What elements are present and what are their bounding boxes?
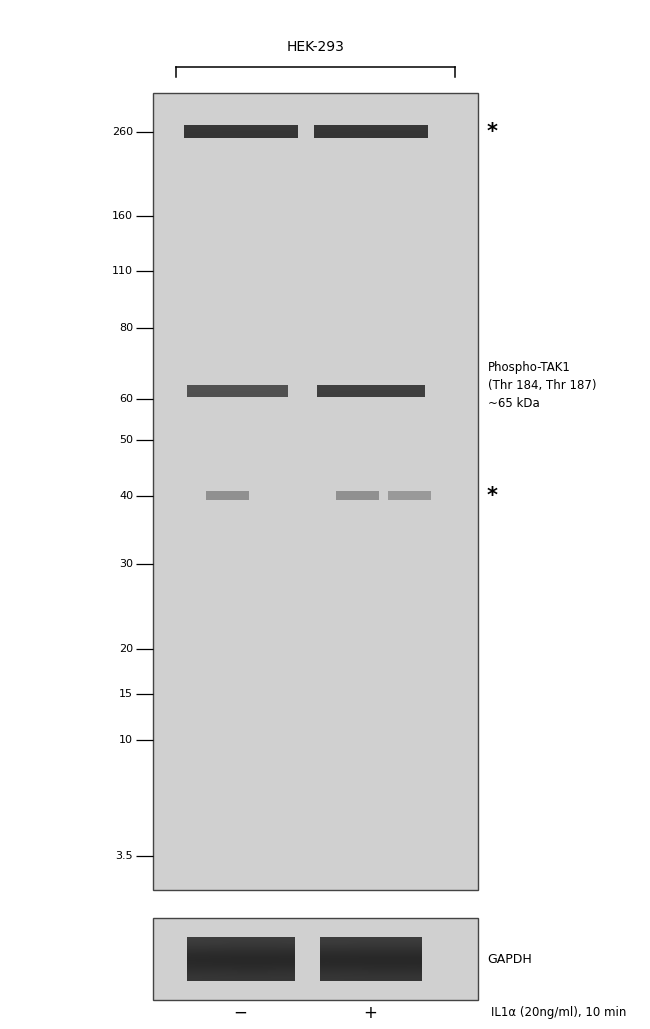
Text: 60: 60	[119, 394, 133, 404]
Bar	[153, 93, 478, 890]
Text: 10: 10	[119, 735, 133, 745]
Text: 260: 260	[112, 127, 133, 137]
Bar	[153, 918, 478, 1000]
Text: 20: 20	[119, 644, 133, 654]
Text: 80: 80	[119, 323, 133, 333]
Text: +: +	[363, 1003, 378, 1022]
Text: HEK-293: HEK-293	[286, 39, 344, 54]
Text: 160: 160	[112, 211, 133, 221]
Text: 40: 40	[119, 491, 133, 501]
Text: −: −	[233, 1003, 248, 1022]
Text: 15: 15	[119, 688, 133, 699]
Text: 30: 30	[119, 559, 133, 569]
Text: 50: 50	[119, 435, 133, 446]
Text: GAPDH: GAPDH	[488, 953, 532, 965]
Text: *: *	[486, 486, 497, 506]
Text: 110: 110	[112, 265, 133, 276]
Text: *: *	[486, 121, 497, 142]
Text: 3.5: 3.5	[116, 851, 133, 861]
Text: Phospho-TAK1
(Thr 184, Thr 187)
~65 kDa: Phospho-TAK1 (Thr 184, Thr 187) ~65 kDa	[488, 361, 596, 411]
Text: IL1α (20ng/ml), 10 min: IL1α (20ng/ml), 10 min	[491, 1006, 626, 1019]
